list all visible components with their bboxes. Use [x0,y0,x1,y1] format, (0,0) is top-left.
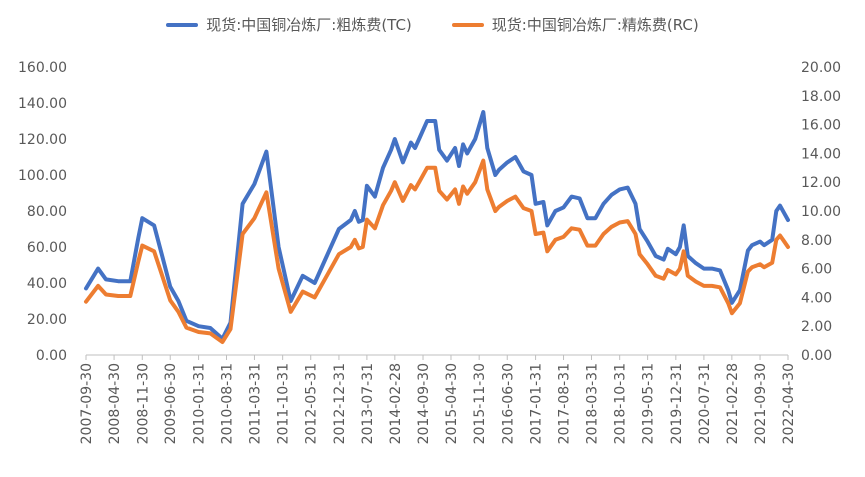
x-tick-label: 2018-10-31 [613,363,629,444]
y-right-tick-label: 14.00 [801,146,841,162]
y-left-tick-label: 80.00 [27,204,67,220]
y-right-tick-label: 12.00 [801,175,841,191]
y-left-tick-label: 160.00 [18,60,67,76]
x-tick-label: 2008-04-30 [107,363,123,444]
x-tick-label: 2017-01-31 [529,363,545,444]
x-tick-label: 2020-07-31 [697,363,713,444]
y-left-tick-label: 20.00 [27,312,67,328]
y-left-tick-label: 60.00 [27,240,67,256]
x-tick-label: 2022-04-30 [781,363,797,444]
y-right-tick-label: 16.00 [801,118,841,134]
series-line-tc [84,110,790,341]
x-tick-label: 2019-05-31 [641,363,657,444]
y-right-tick-label: 0.00 [801,348,832,364]
x-tick-label: 2015-04-30 [444,363,460,444]
y-left-tick-label: 0.00 [36,348,67,364]
x-tick-label: 2021-02-28 [725,363,741,444]
y-right-tick-label: 2.00 [801,319,832,335]
legend-label-tc: 现货:中国铜冶炼厂:粗炼费(TC) [206,16,412,34]
legend-swatch-tc [166,22,199,27]
x-tick-label: 2009-06-30 [163,363,179,444]
y-left-tick-label: 100.00 [18,168,67,184]
x-tick-label: 2011-10-31 [276,363,292,444]
legend-item-tc: 现货:中国铜冶炼厂:粗炼费(TC) [166,14,412,35]
legend-label-rc: 现货:中国铜冶炼厂:精炼费(RC) [491,16,699,34]
y-right-tick-label: 10.00 [801,204,841,220]
x-tick-label: 2013-07-31 [360,363,376,444]
x-tick-label: 2011-03-31 [247,363,263,444]
x-tick-label: 2018-03-31 [584,363,600,444]
y-right-tick-label: 8.00 [801,233,832,249]
y-right-tick-label: 18.00 [801,89,841,105]
y-right-tick-label: 20.00 [801,60,841,76]
x-tick-label: 2019-12-31 [669,363,685,444]
y-right-tick-label: 4.00 [801,290,832,306]
x-tick-label: 2008-11-30 [135,363,151,444]
y-left-tick-label: 120.00 [18,132,67,148]
chart-legend: 现货:中国铜冶炼厂:粗炼费(TC) 现货:中国铜冶炼厂:精炼费(RC) [0,14,865,35]
x-tick-label: 2014-09-30 [416,363,432,444]
x-tick-label: 2012-05-31 [304,363,320,444]
x-tick-label: 2021-09-30 [753,363,769,444]
legend-item-rc: 现货:中国铜冶炼厂:精炼费(RC) [451,14,699,35]
x-tick-label: 2014-02-28 [388,363,404,444]
x-tick-label: 2012-12-31 [332,363,348,444]
series-line-rc [84,158,790,344]
legend-swatch-rc [451,22,484,27]
y-left-tick-label: 140.00 [18,96,67,112]
x-tick-label: 2010-01-31 [192,363,208,444]
x-tick-label: 2016-06-30 [500,363,516,444]
x-tick-label: 2015-11-30 [472,363,488,444]
x-tick-label: 2007-09-30 [79,363,95,444]
y-left-tick-label: 40.00 [27,276,67,292]
x-tick-label: 2017-08-31 [557,363,573,444]
x-tick-label: 2010-08-31 [220,363,236,444]
y-right-tick-label: 6.00 [801,262,832,278]
